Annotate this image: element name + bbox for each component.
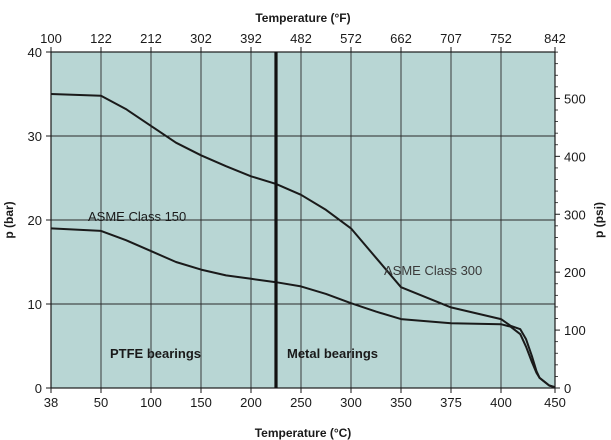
annotation-asme-class-300: ASME Class 300	[384, 263, 482, 278]
series-line-class-300	[50, 93, 556, 389]
x-tick-label: 50	[94, 395, 108, 410]
x-tick-label: 150	[190, 395, 212, 410]
y-tick-label: 20	[28, 213, 42, 228]
y2-tick-label: 300	[564, 207, 586, 222]
y-tick-label: 30	[28, 129, 42, 144]
x2-tick-label: 302	[190, 31, 212, 46]
x2-tick-label: 752	[490, 31, 512, 46]
x-tick-label: 350	[390, 395, 412, 410]
annotation-ptfe-bearings: PTFE bearings	[110, 346, 201, 361]
y-tick-label: 10	[28, 297, 42, 312]
x-tick-label: 38	[44, 395, 58, 410]
x2-tick-label: 707	[440, 31, 462, 46]
grid	[51, 52, 555, 388]
y-axis-title: p (bar)	[2, 201, 16, 238]
x-tick-label: 375	[440, 395, 462, 410]
x2-tick-label: 100	[40, 31, 62, 46]
x2-tick-label: 122	[90, 31, 112, 46]
y2-tick-label: 500	[564, 91, 586, 106]
annotation-metal-bearings: Metal bearings	[287, 346, 378, 361]
x2-axis-title: Temperature (°F)	[255, 11, 350, 25]
annotation-asme-class-150: ASME Class 150	[88, 209, 186, 224]
x2-tick-label: 842	[544, 31, 566, 46]
x-tick-label: 450	[544, 395, 566, 410]
y-tick-label: 0	[35, 381, 42, 396]
y2-tick-label: 0	[564, 381, 571, 396]
x-tick-label: 100	[140, 395, 162, 410]
y2-tick-label: 400	[564, 149, 586, 164]
y2-tick-label: 100	[564, 323, 586, 338]
y2-tick-label: 200	[564, 265, 586, 280]
x-tick-label: 250	[290, 395, 312, 410]
x2-tick-label: 572	[340, 31, 362, 46]
x2-tick-label: 482	[290, 31, 312, 46]
x-axis-title: Temperature (°C)	[255, 426, 352, 440]
x-tick-label: 200	[240, 395, 262, 410]
x-tick-label: 300	[340, 395, 362, 410]
x2-tick-label: 662	[390, 31, 412, 46]
y-tick-label: 40	[28, 45, 42, 60]
y2-axis-title: p (psi)	[592, 202, 606, 238]
series-line-class-150	[50, 227, 556, 389]
x-tick-label: 400	[490, 395, 512, 410]
series-layer	[50, 93, 556, 389]
x2-tick-label: 392	[240, 31, 262, 46]
x2-tick-label: 212	[140, 31, 162, 46]
